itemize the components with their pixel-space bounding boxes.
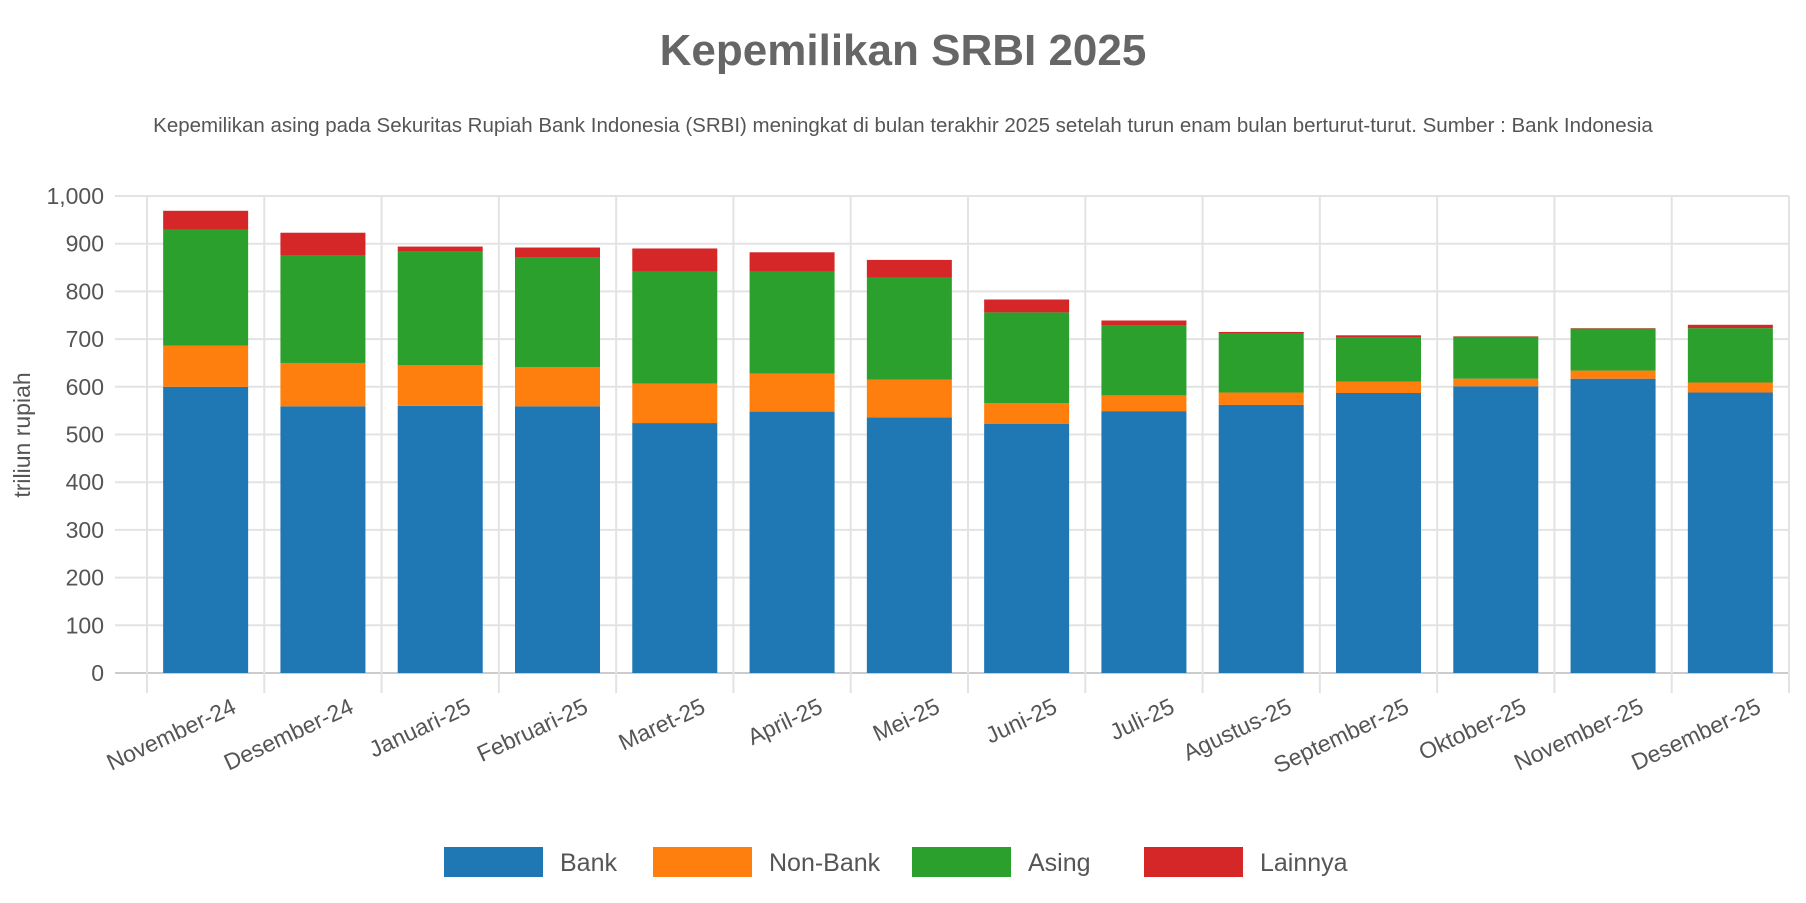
bar-lainnya-desember-24 xyxy=(280,232,366,256)
x-tick-label: Juli-25 xyxy=(1106,693,1178,745)
x-tick-label: Juni-25 xyxy=(981,693,1060,748)
y-axis-label: triliun rupiah xyxy=(9,372,35,497)
legend-label: Asing xyxy=(1028,849,1091,877)
x-tick-label: Desember-24 xyxy=(220,693,357,776)
bar-lainnya-maret-25 xyxy=(632,248,718,272)
bar-asing-juli-25 xyxy=(1101,325,1187,396)
bar-non-bank-desember-25 xyxy=(1687,382,1773,393)
y-tick-label: 100 xyxy=(66,612,104,638)
legend-label: Lainnya xyxy=(1260,849,1348,877)
bar-asing-april-25 xyxy=(749,271,835,374)
legend-item-asing[interactable]: Asing xyxy=(912,847,1091,877)
bar-bank-maret-25 xyxy=(632,423,718,673)
legend-item-non-bank[interactable]: Non-Bank xyxy=(653,847,881,877)
bar-non-bank-juli-25 xyxy=(1101,395,1187,412)
bar-non-bank-mei-25 xyxy=(866,379,952,418)
bar-lainnya-juli-25 xyxy=(1101,320,1187,326)
bar-lainnya-agustus-25 xyxy=(1218,331,1304,334)
x-tick-label: Maret-25 xyxy=(614,693,708,755)
bar-non-bank-januari-25 xyxy=(397,365,483,406)
bars xyxy=(163,210,1773,673)
legend-label: Bank xyxy=(560,849,617,877)
legend-swatch xyxy=(912,847,1011,877)
x-tick-label: September-25 xyxy=(1270,693,1413,778)
y-tick-label: 1,000 xyxy=(46,183,104,209)
bar-lainnya-november-24 xyxy=(163,210,249,230)
bar-bank-juli-25 xyxy=(1101,411,1187,673)
bar-non-bank-april-25 xyxy=(749,373,835,412)
bar-bank-april-25 xyxy=(749,411,835,673)
bar-asing-mei-25 xyxy=(866,277,952,380)
bar-non-bank-juni-25 xyxy=(984,403,1070,425)
bar-asing-november-25 xyxy=(1570,328,1656,371)
legend-label: Non-Bank xyxy=(769,849,881,877)
y-tick-label: 400 xyxy=(66,469,104,495)
x-tick-label: November-25 xyxy=(1510,693,1647,775)
y-axis-ticks: 0 100 200 300 400 500 600 700 800 900 1,000 xyxy=(46,183,104,686)
bar-asing-agustus-25 xyxy=(1218,333,1304,393)
bar-bank-mei-25 xyxy=(866,417,952,673)
bar-lainnya-januari-25 xyxy=(397,246,483,252)
y-tick-label: 600 xyxy=(66,374,104,400)
bar-lainnya-september-25 xyxy=(1336,335,1421,338)
bar-bank-juni-25 xyxy=(984,424,1070,673)
y-tick-label: 300 xyxy=(66,517,104,543)
legend-swatch xyxy=(653,847,752,877)
legend-swatch xyxy=(1144,847,1243,877)
bar-bank-november-24 xyxy=(163,386,249,673)
bar-bank-februari-25 xyxy=(515,406,600,673)
bar-bank-november-25 xyxy=(1570,378,1656,673)
bar-non-bank-februari-25 xyxy=(515,367,600,407)
bar-asing-juni-25 xyxy=(984,312,1070,404)
bar-asing-desember-24 xyxy=(280,255,366,363)
bar-bank-september-25 xyxy=(1336,393,1421,673)
legend-item-bank[interactable]: Bank xyxy=(444,847,617,877)
bar-lainnya-april-25 xyxy=(749,252,835,272)
bar-bank-januari-25 xyxy=(397,405,483,673)
bar-asing-januari-25 xyxy=(397,251,483,366)
x-tick-label: Februari-25 xyxy=(473,693,592,767)
bar-non-bank-september-25 xyxy=(1336,381,1421,394)
bar-asing-februari-25 xyxy=(515,257,600,368)
bar-lainnya-juni-25 xyxy=(984,299,1070,313)
y-tick-label: 200 xyxy=(66,565,104,591)
y-tick-label: 900 xyxy=(66,231,104,257)
bar-lainnya-desember-25 xyxy=(1687,324,1773,329)
bar-lainnya-februari-25 xyxy=(515,247,600,258)
bar-asing-november-24 xyxy=(163,229,249,346)
bar-non-bank-november-25 xyxy=(1570,370,1656,379)
bar-bank-agustus-25 xyxy=(1218,404,1304,673)
x-tick-label: Desember-25 xyxy=(1627,693,1764,775)
legend-item-lainnya[interactable]: Lainnya xyxy=(1144,847,1348,877)
y-tick-label: 800 xyxy=(66,278,104,304)
bar-bank-oktober-25 xyxy=(1453,386,1539,673)
bar-non-bank-oktober-25 xyxy=(1453,378,1539,387)
legend: Bank Non-Bank Asing Lainnya xyxy=(444,847,1348,877)
y-tick-label: 700 xyxy=(66,326,104,352)
bar-non-bank-november-24 xyxy=(163,345,249,387)
bar-non-bank-agustus-25 xyxy=(1218,392,1304,405)
x-tick-label: November-24 xyxy=(102,693,239,776)
bar-non-bank-desember-24 xyxy=(280,362,366,407)
x-tick-label: Mei-25 xyxy=(869,693,944,746)
bar-bank-desember-25 xyxy=(1687,392,1773,673)
chart-subtitle: Kepemilikan asing pada Sekuritas Rupiah … xyxy=(153,114,1653,137)
y-tick-label: 500 xyxy=(66,422,104,448)
y-tick-label: 0 xyxy=(91,660,104,686)
x-tick-label: April-25 xyxy=(743,693,826,750)
bar-lainnya-mei-25 xyxy=(866,259,952,278)
bar-asing-september-25 xyxy=(1336,337,1421,382)
bar-asing-oktober-25 xyxy=(1453,336,1539,379)
bar-bank-desember-24 xyxy=(280,406,366,673)
legend-swatch xyxy=(444,847,543,877)
x-tick-label: Januari-25 xyxy=(365,693,474,762)
chart-title: Kepemilikan SRBI 2025 xyxy=(659,26,1147,75)
bar-asing-desember-25 xyxy=(1687,328,1773,383)
bar-asing-maret-25 xyxy=(632,271,718,384)
bar-non-bank-maret-25 xyxy=(632,383,718,424)
